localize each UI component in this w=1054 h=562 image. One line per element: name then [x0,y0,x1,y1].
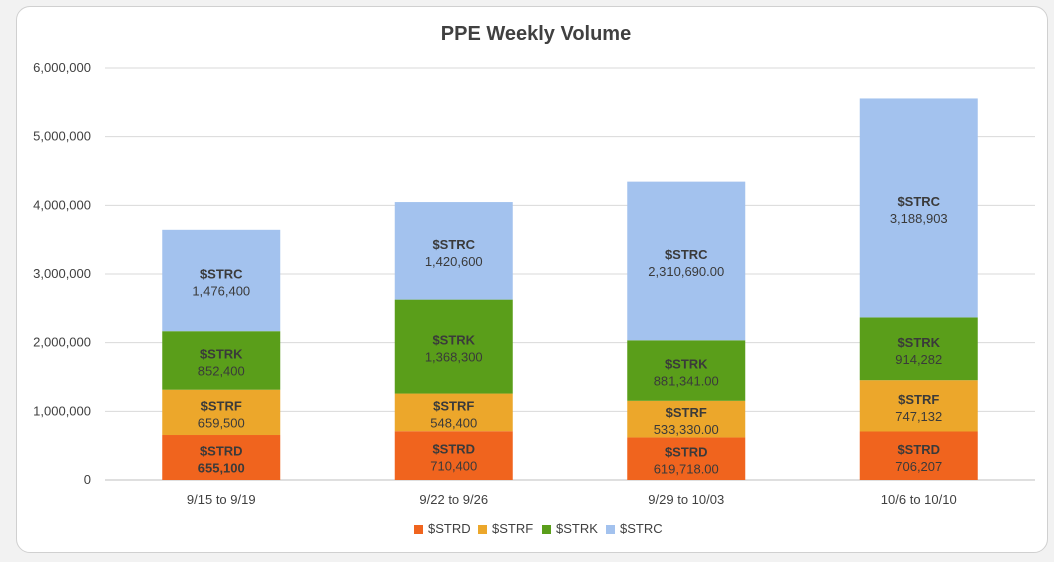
y-tick-label: 1,000,000 [33,403,91,418]
segment-series-label: $STRC [897,194,940,209]
data-label: 706,207 [895,459,942,474]
y-tick-label: 0 [84,472,91,487]
legend-swatch [606,525,615,534]
data-label: 1,368,300 [425,350,483,365]
legend-swatch [414,525,423,534]
data-label: 3,188,903 [890,211,948,226]
segment-series-label: $STRC [432,237,475,252]
data-label: 1,420,600 [425,254,483,269]
bar-segment [859,317,978,381]
bar-segment [627,437,746,480]
legend-label: $STRF [492,521,533,536]
x-axis: 9/15 to 9/19 9/22 to 9/26 9/29 to 10/03 10/… [187,492,957,507]
y-tick-label: 4,000,000 [33,197,91,212]
bar-segment [394,393,513,432]
segment-series-label: $STRF [433,398,474,413]
legend-label: $STRC [620,521,663,536]
y-tick-label: 2,000,000 [33,335,91,350]
legend: $STRD $STRF $STRK $STRC [414,521,663,536]
chart-svg: PPE Weekly Volume 0 1,000,000 2,000,000 3,0… [33,23,1035,536]
bar-segment [162,435,281,480]
y-tick-label: 5,000,000 [33,129,91,144]
x-tick-label: 9/15 to 9/19 [187,492,256,507]
legend-label: $STRK [556,521,598,536]
segment-series-label: $STRF [898,392,939,407]
bar-segment [859,380,978,432]
segment-series-label: $STRD [200,444,243,459]
segment-series-label: $STRC [665,247,708,262]
y-tick-label: 3,000,000 [33,266,91,281]
data-label: 619,718.00 [654,462,719,477]
data-label: 881,341.00 [654,374,719,389]
bar-segment [627,400,746,438]
x-tick-label: 9/29 to 10/03 [648,492,724,507]
bar-segment [627,181,746,341]
segment-series-label: $STRC [200,267,243,282]
data-label: 1,476,400 [192,284,250,299]
bar-segment [627,340,746,401]
bar-segment [859,431,978,480]
data-label: 659,500 [198,415,245,430]
segment-series-label: $STRD [897,442,940,457]
segment-series-label: $STRK [665,357,708,372]
bar-segment [162,389,281,436]
segment-series-label: $STRF [201,398,242,413]
segment-series-label: $STRD [432,442,475,457]
chart-title: PPE Weekly Volume [441,23,631,45]
bar-segment [394,431,513,480]
data-label: 655,100 [198,461,245,476]
data-label: 2,310,690.00 [648,264,724,279]
bar-segment [394,299,513,394]
legend-label: $STRD [428,521,471,536]
bar-segment [162,331,281,390]
segment-series-label: $STRK [200,346,243,361]
segment-series-label: $STRK [432,333,475,348]
bar-segment [162,229,281,332]
data-label: 852,400 [198,363,245,378]
bars-layer: $STRD 655,100 $STRF 659,500 $STRK 852,400 $STR… [162,98,978,480]
data-label: 548,400 [430,415,477,430]
legend-swatch [478,525,487,534]
y-tick-label: 6,000,000 [33,60,91,75]
x-tick-label: 9/22 to 9/26 [419,492,488,507]
data-label: 914,282 [895,352,942,367]
legend-swatch [542,525,551,534]
segment-series-label: $STRF [666,405,707,420]
bar-segment [859,98,978,318]
segment-series-label: $STRK [897,335,940,350]
chart-card: PPE Weekly Volume 0 1,000,000 2,000,000 3,0… [16,6,1048,553]
data-label: 747,132 [895,409,942,424]
bar-segment [394,202,513,300]
data-label: 533,330.00 [654,422,719,437]
x-tick-label: 10/6 to 10/10 [881,492,957,507]
segment-series-label: $STRD [665,445,708,460]
data-label: 710,400 [430,459,477,474]
